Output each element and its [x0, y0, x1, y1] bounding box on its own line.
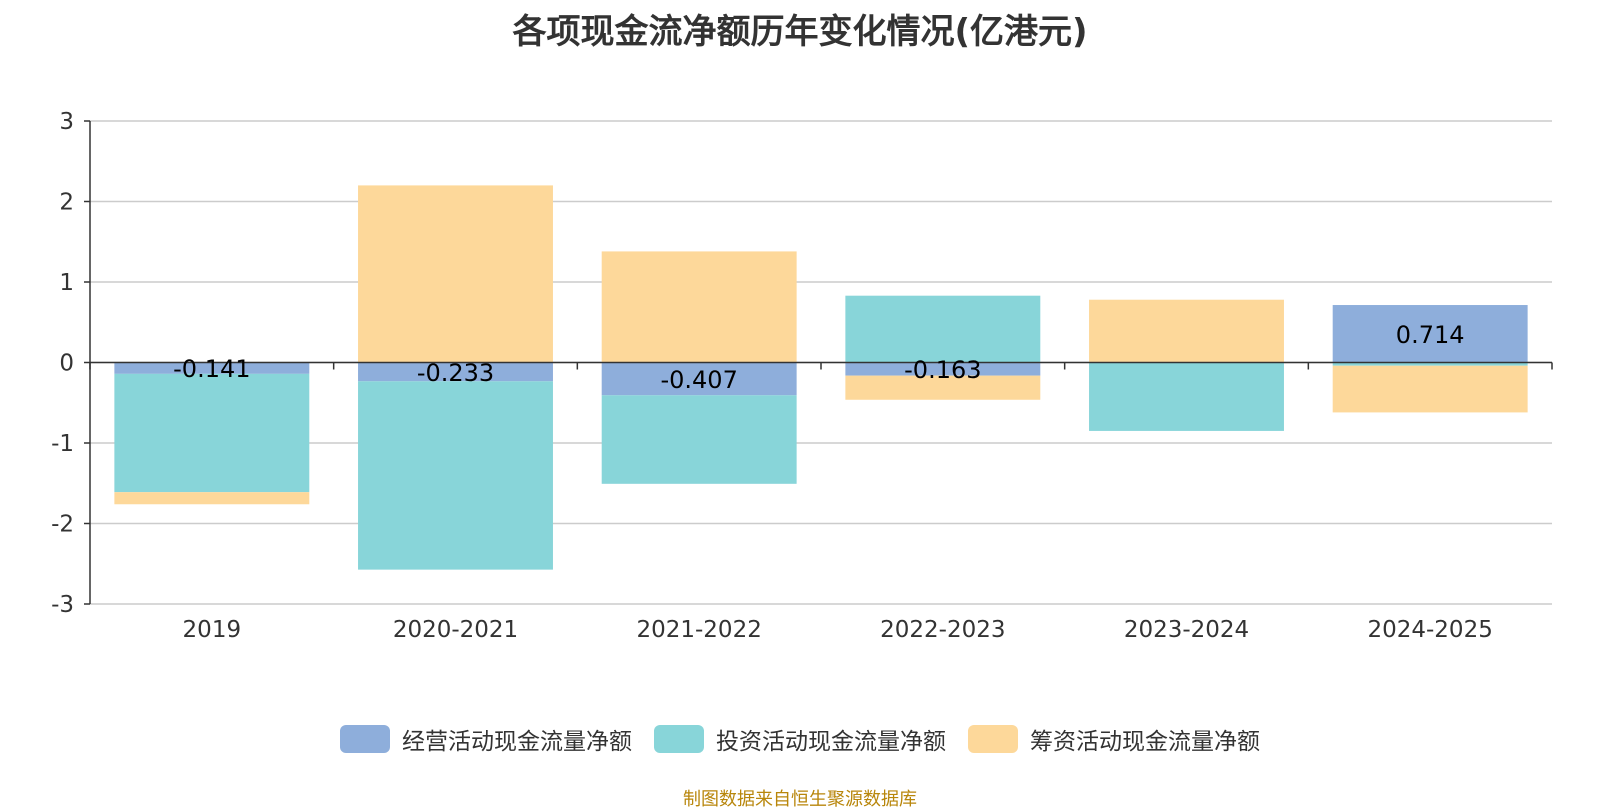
y-tick-label: 3: [59, 109, 74, 135]
legend-label-financing: 筹资活动现金流量净额: [1030, 729, 1260, 755]
bar-series0-5[interactable]: [1332, 305, 1528, 363]
labels: 3 2 1 0 -1 -2 -3 2019 -0.141 2020-2021 -0.233 2021-…: [51, 109, 1493, 643]
legend-swatch-investing: [654, 725, 704, 753]
bar-series1-0[interactable]: [114, 373, 310, 493]
bar-series1-4[interactable]: [1089, 362, 1284, 431]
legend: 经营活动现金流量净额 投资活动现金流量净额 筹资活动现金流量净额: [0, 722, 1600, 756]
bar-series2-4[interactable]: [1089, 299, 1284, 363]
legend-item-investing[interactable]: 投资活动现金流量净额: [654, 722, 946, 756]
bar-series2-5[interactable]: [1332, 365, 1528, 413]
x-tick-label: 2021-2022: [636, 617, 761, 643]
bar-series1-1[interactable]: [358, 381, 553, 570]
chart-canvas: 3 2 1 0 -1 -2 -3 2019 -0.141 2020-2021 -0.233 2021-…: [51, 109, 1553, 643]
legend-item-financing[interactable]: 筹资活动现金流量净额: [968, 722, 1260, 756]
legend-label-investing: 投资活动现金流量净额: [716, 729, 946, 755]
y-tick-label: 2: [59, 190, 74, 216]
legend-item-operating[interactable]: 经营活动现金流量净额: [340, 722, 632, 756]
x-tick-label: 2022-2023: [880, 617, 1005, 643]
data-label: -0.141: [173, 355, 250, 383]
y-tick-label: -2: [51, 512, 74, 538]
bars: [114, 185, 1528, 570]
data-label: 0.714: [1396, 321, 1465, 349]
legend-swatch-financing: [968, 725, 1018, 753]
source-note: 制图数据来自恒生聚源数据库: [683, 789, 917, 810]
bar-series0-2[interactable]: [601, 362, 797, 396]
data-label: -0.407: [660, 366, 737, 394]
axes: [84, 120, 1553, 605]
chart-title: 各项现金流净额历年变化情况(亿港元): [512, 12, 1088, 52]
bar-series2-0[interactable]: [114, 492, 310, 505]
bar-series1-2[interactable]: [601, 395, 797, 484]
y-tick-label: -1: [51, 431, 74, 457]
bar-series2-2[interactable]: [601, 251, 797, 363]
bar-series0-0[interactable]: [114, 362, 310, 374]
x-tick-label: 2020-2021: [393, 617, 518, 643]
bar-series2-3[interactable]: [845, 375, 1041, 400]
bar-series2-1[interactable]: [358, 185, 553, 363]
legend-label-operating: 经营活动现金流量净额: [402, 729, 632, 755]
x-tick-label: 2024-2025: [1367, 617, 1492, 643]
data-label: -0.163: [904, 356, 981, 384]
data-label: -0.233: [417, 359, 494, 387]
x-tick-label: 2023-2024: [1124, 617, 1249, 643]
bar-series1-3[interactable]: [845, 295, 1041, 363]
legend-swatch-operating: [340, 725, 390, 753]
bar-series0-3[interactable]: [845, 362, 1041, 376]
y-tick-label: 1: [59, 270, 74, 296]
y-tick-label: 0: [59, 351, 74, 377]
y-tick-label: -3: [51, 592, 74, 618]
bar-series1-5[interactable]: [1332, 362, 1528, 366]
bar-series0-1[interactable]: [358, 362, 553, 382]
x-tick-label: 2019: [183, 617, 242, 643]
